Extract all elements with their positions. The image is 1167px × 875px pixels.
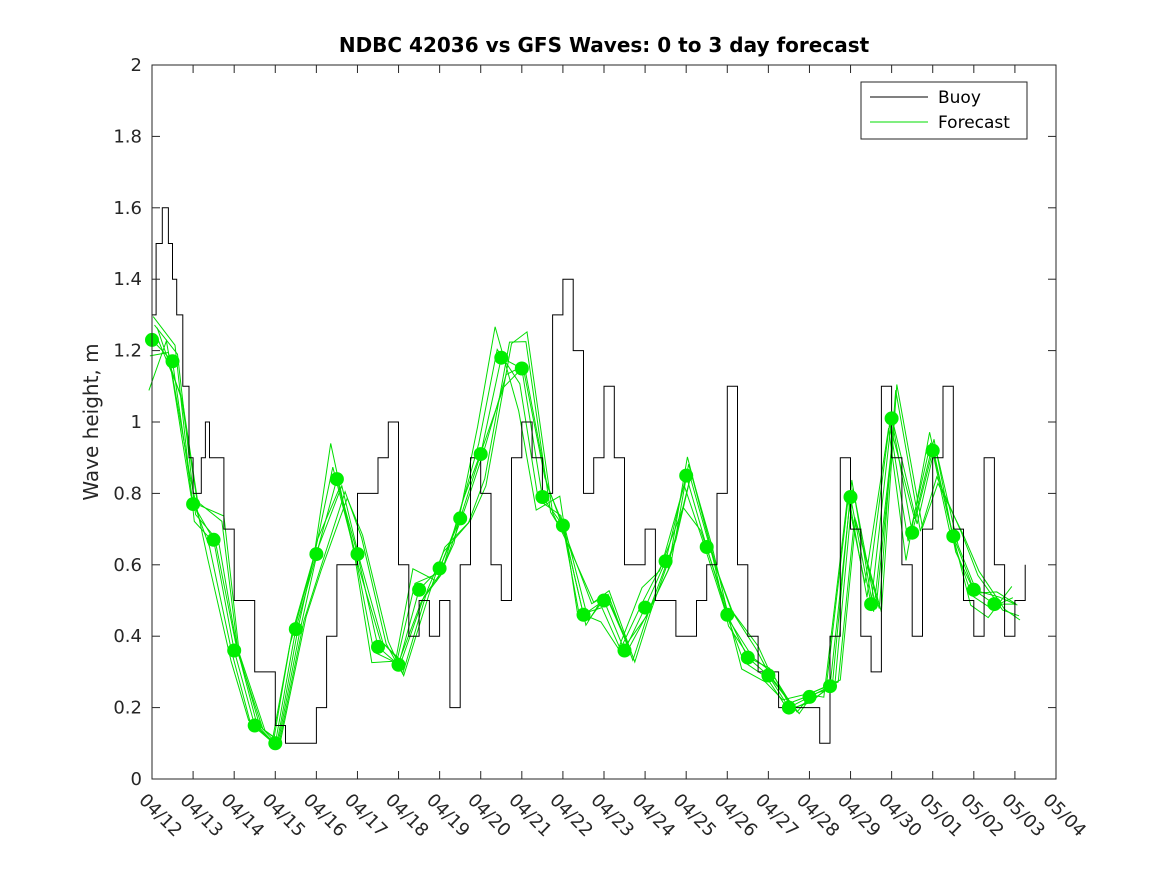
forecast-point bbox=[905, 525, 920, 540]
forecast-point bbox=[473, 447, 488, 462]
forecast-point bbox=[658, 554, 673, 569]
forecast-point bbox=[987, 597, 1002, 612]
y-axis-ticks: 0 0.2 0.4 0.6 0.8 1 1.2 1.4 1.6 1.8 2 bbox=[113, 55, 1056, 790]
forecast-point bbox=[966, 582, 981, 597]
y-tick-label: 1.2 bbox=[113, 341, 142, 362]
forecast-point bbox=[350, 547, 365, 562]
buoy-line bbox=[152, 207, 1026, 744]
forecast-point bbox=[206, 532, 221, 547]
forecast-point bbox=[453, 511, 468, 526]
forecast-markers bbox=[145, 332, 1002, 751]
forecast-point bbox=[391, 657, 406, 672]
legend: Buoy Forecast bbox=[860, 81, 1028, 140]
forecast-point bbox=[864, 597, 879, 612]
forecast-point bbox=[946, 529, 961, 544]
forecast-point bbox=[514, 361, 529, 376]
forecast-point bbox=[371, 639, 385, 654]
forecast-point bbox=[925, 443, 940, 458]
forecast-series-path bbox=[155, 334, 1020, 743]
forecast-point bbox=[186, 497, 201, 512]
legend-forecast-label: Forecast bbox=[938, 113, 1010, 133]
forecast-point bbox=[823, 679, 837, 694]
legend-buoy-label: Buoy bbox=[938, 88, 981, 108]
forecast-point bbox=[227, 643, 242, 658]
y-tick-label: 0.8 bbox=[113, 483, 142, 504]
y-tick-label: 0.6 bbox=[113, 555, 142, 576]
y-tick-label: 1.6 bbox=[113, 198, 142, 219]
forecast-point bbox=[309, 547, 324, 562]
forecast-point bbox=[535, 490, 550, 504]
y-tick-label: 1.8 bbox=[113, 126, 142, 147]
plot-area bbox=[145, 64, 1057, 780]
forecast-point bbox=[740, 650, 755, 665]
forecast-point bbox=[843, 490, 858, 504]
legend-box bbox=[860, 81, 1028, 140]
buoy-series-path bbox=[152, 207, 1026, 744]
forecast-point bbox=[329, 472, 344, 487]
forecast-point bbox=[617, 643, 632, 658]
y-tick-label: 0.2 bbox=[113, 698, 142, 719]
forecast-point bbox=[761, 668, 776, 683]
forecast-point bbox=[679, 468, 694, 483]
chart-title: NDBC 42036 vs GFS Waves: 0 to 3 day fore… bbox=[339, 33, 870, 57]
y-axis-label: Wave height, m bbox=[79, 343, 103, 500]
forecast-point bbox=[555, 518, 570, 533]
y-tick-label: 1 bbox=[131, 412, 142, 433]
forecast-point bbox=[247, 718, 262, 733]
forecast-point bbox=[288, 622, 303, 637]
y-tick-label: 2 bbox=[131, 55, 142, 76]
y-tick-label: 1.4 bbox=[113, 269, 142, 290]
forecast-point bbox=[884, 411, 899, 426]
forecast-point bbox=[597, 593, 611, 608]
forecast-point bbox=[720, 607, 735, 622]
forecast-point bbox=[781, 700, 796, 715]
forecast-point bbox=[432, 561, 447, 576]
forecast-point bbox=[699, 540, 714, 554]
y-tick-label: 0 bbox=[131, 769, 142, 790]
forecast-point bbox=[412, 582, 427, 597]
forecast-point bbox=[638, 600, 653, 615]
forecast-point bbox=[802, 689, 817, 704]
forecast-point bbox=[576, 607, 591, 622]
forecast-point bbox=[494, 350, 509, 365]
forecast-point bbox=[268, 736, 283, 751]
y-tick-label: 0.4 bbox=[113, 626, 142, 647]
forecast-point bbox=[165, 354, 180, 369]
